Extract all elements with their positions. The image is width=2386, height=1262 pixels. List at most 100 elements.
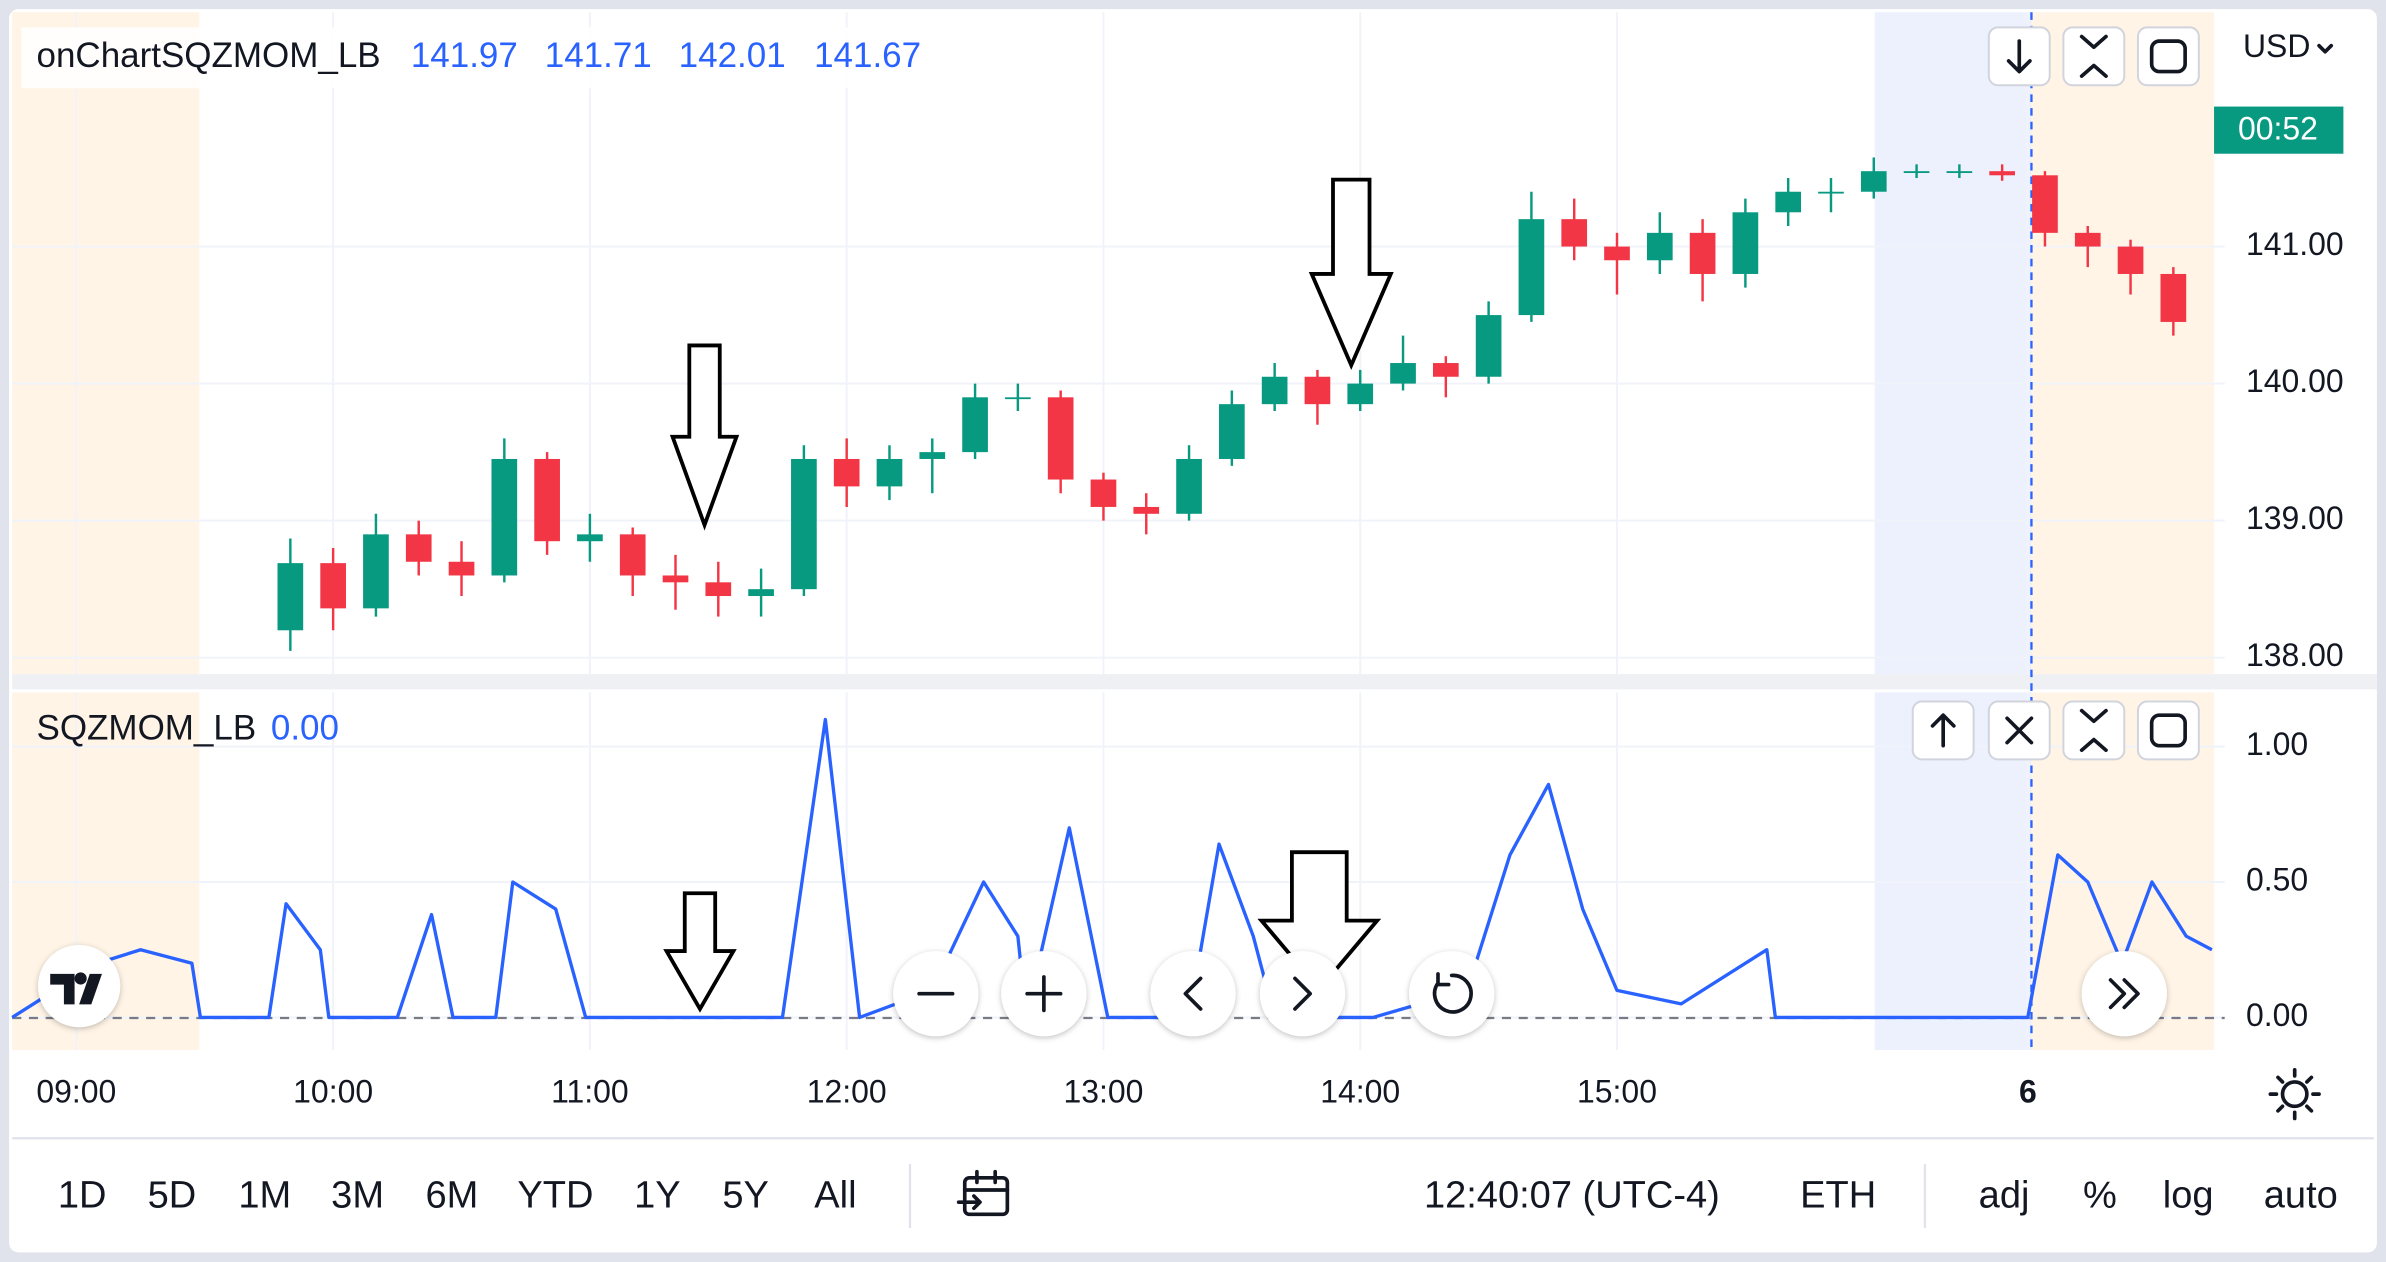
countdown: 00:52 [2238,110,2318,146]
maximize-button[interactable] [2136,26,2200,87]
currency[interactable]: USD [2243,28,2310,64]
candle-body [1860,171,1887,192]
icon [1930,713,1956,748]
icon [2005,716,2034,745]
countdown-badge [2214,106,2344,154]
collapse-button[interactable] [2062,700,2126,761]
reset-button[interactable] [1409,951,1495,1037]
icon [74,972,87,985]
candle-body [748,589,774,597]
range-button[interactable]: 5D [148,1175,197,1217]
indicator-title: SQZMOM_LB [37,709,257,748]
scale-option[interactable]: auto [2264,1175,2338,1217]
icon [2079,34,2108,78]
range-button[interactable]: 5Y [722,1175,769,1217]
candle-body [1261,376,1288,405]
legend-value: 142.01 [679,36,786,75]
candle-body [919,452,946,459]
candle-body [448,561,475,576]
candle-body [320,563,346,609]
candle-body [1818,191,1844,194]
candle-body [1176,458,1202,514]
y-tick-label: 140.00 [2246,363,2344,399]
x-tick-label: 14:00 [1320,1074,1400,1110]
arrow [1308,177,1394,371]
candle-body [1475,315,1502,377]
collapse-button[interactable] [2062,26,2126,87]
clock[interactable]: 12:40:07 (UTC-4) [1424,1175,1720,1217]
legend-value: 141.97 [411,36,518,75]
icon [2006,39,2032,74]
candle-body [1047,397,1074,480]
y-tick-label: 0.00 [2246,997,2308,1033]
candle-body [1518,219,1545,316]
indicator-value: 0.00 [271,709,339,748]
icon [962,1175,1010,1217]
range-button[interactable]: All [814,1175,856,1217]
arrow [663,891,737,1013]
legend-value: 141.67 [814,36,921,75]
candle-body [962,397,988,453]
icon [2108,978,2140,1010]
candle-body [619,534,646,576]
candle-body [1561,219,1588,247]
x-tick-label: 13:00 [1063,1074,1143,1110]
candle-body [662,575,689,583]
icon [50,973,102,1005]
pane-buttons [1911,26,2200,761]
y-tick-label: 139.00 [2246,500,2344,536]
scale-option[interactable]: adj [1979,1175,2030,1217]
y-tick-label: 1.00 [2246,726,2308,762]
legend-bg [21,27,950,89]
x-tick-label: 09:00 [36,1074,116,1110]
annotation-arrows [663,177,1394,1013]
session-toggle[interactable]: ETH [1800,1175,1876,1217]
x-tick-label: 12:00 [807,1074,887,1110]
candle-body [1390,363,1416,384]
icon [2149,39,2187,74]
candle-body [1903,171,1930,174]
scale-option[interactable]: % [2083,1175,2117,1217]
candle-body [1347,383,1374,405]
icon [1432,972,1473,1014]
icon [2149,713,2187,748]
candle-body [1989,171,2016,176]
maximize-button[interactable] [2136,700,2200,761]
candle-body [1219,404,1245,459]
y-tick-label: 141.00 [2246,226,2344,262]
candle-body [534,458,560,542]
icon [2268,1067,2321,1121]
range-button[interactable]: YTD [517,1175,593,1217]
logo[interactable] [38,944,121,1028]
candle-body [876,458,903,487]
icon [1183,976,1203,1011]
candle-body [1005,397,1031,400]
range-button[interactable]: 1M [238,1175,291,1217]
settings-icon[interactable] [2268,1067,2321,1121]
candle-body [1689,232,1716,274]
candle-body [1304,376,1331,405]
x-tick-label: 15:00 [1577,1074,1657,1110]
icon [1025,975,1063,1013]
range-button[interactable]: 1Y [634,1175,681,1217]
candle-body [1946,171,1973,174]
candle-body [1775,191,1802,213]
icon [2280,1080,2309,1109]
bottom-toolbar: 12:40:07 (UTC-4) ETH 1D 5D 1M 3M 6M YTD 1Y 5Y Al… [58,1164,2338,1229]
candle-body [1604,246,1630,261]
range-button[interactable]: 3M [331,1175,384,1217]
range-button[interactable]: 6M [426,1175,479,1217]
candle-body [833,458,860,487]
goto-date-button[interactable] [956,1169,1010,1217]
scroll-right-button[interactable] [1259,951,1346,1037]
range-button[interactable]: 1D [58,1175,107,1217]
arrow [669,343,740,531]
scroll-left-button[interactable] [1150,951,1236,1037]
scale-option[interactable]: log [2163,1175,2214,1217]
legend-value: 141.71 [545,36,652,75]
session-shading [12,12,2215,1050]
candle-body [2160,273,2187,322]
candle-body [577,534,603,542]
